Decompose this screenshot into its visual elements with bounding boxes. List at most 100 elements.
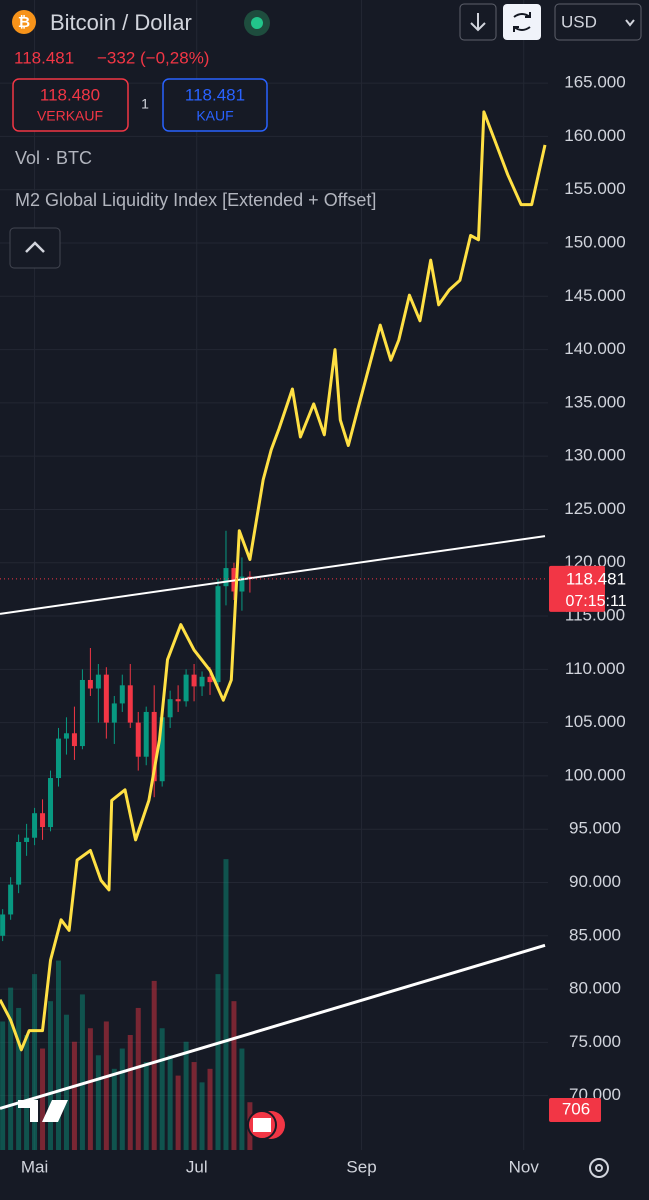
candle-body xyxy=(223,568,229,587)
volume-bar xyxy=(8,987,14,1150)
y-tick-label: 100.000 xyxy=(564,765,625,784)
y-tick-label: 135.000 xyxy=(564,392,625,411)
volume-bar xyxy=(32,974,38,1150)
volume-value: 706 xyxy=(562,1099,590,1118)
candle-body xyxy=(175,699,181,702)
volume-bar xyxy=(167,1055,173,1150)
select-caret xyxy=(625,19,635,27)
status-dot xyxy=(251,17,263,29)
candle-body xyxy=(103,674,109,723)
compare-icon xyxy=(513,12,531,32)
y-tick-label: 105.000 xyxy=(564,712,625,731)
candle-body xyxy=(48,778,54,828)
y-tick-label: 75.000 xyxy=(569,1032,621,1051)
volume-bar xyxy=(48,1001,54,1150)
candle-body xyxy=(151,711,157,782)
volume-bar xyxy=(87,1028,93,1150)
volume-bar xyxy=(24,1035,30,1150)
candle-body xyxy=(95,674,101,689)
candle-body xyxy=(24,837,30,842)
y-tick-label: 80.000 xyxy=(569,979,621,998)
candle-body xyxy=(135,722,141,757)
volume-bar xyxy=(103,1021,109,1150)
y-tick-label: 155.000 xyxy=(564,179,625,198)
y-tick-label: 145.000 xyxy=(564,286,625,305)
y-tick-label: 165.000 xyxy=(564,73,625,92)
candle-body xyxy=(143,711,149,757)
x-tick-label: Nov xyxy=(509,1157,540,1176)
candle-body xyxy=(239,576,245,592)
volume-bar xyxy=(183,1041,189,1150)
ui: ₿ Bitcoin / Dollar USD 118.481 −332 (−0,… xyxy=(9,3,642,1178)
candle-body xyxy=(127,685,133,723)
volume-bar xyxy=(63,1014,69,1150)
download-icon xyxy=(470,13,486,32)
currency: USD xyxy=(561,12,597,31)
candle-body xyxy=(199,676,205,687)
candle-body xyxy=(63,733,69,739)
volume-bar xyxy=(0,1021,6,1150)
volume-bar xyxy=(55,960,61,1150)
candle-body xyxy=(191,674,197,687)
settings-icon-center xyxy=(595,1164,603,1172)
volume-bar xyxy=(127,1035,133,1150)
coin-icon xyxy=(12,10,36,34)
settings-icon[interactable] xyxy=(589,1158,609,1178)
volume-bar xyxy=(71,1041,77,1150)
volume-bar xyxy=(159,1028,165,1150)
volume-bar xyxy=(191,1062,197,1150)
price-change: −332 (−0,28%) xyxy=(97,48,209,67)
volume-bar xyxy=(239,1048,245,1150)
candle-body xyxy=(215,586,221,683)
candle-body xyxy=(0,914,6,936)
y-tick-label: 140.000 xyxy=(564,339,625,358)
volume-bar xyxy=(135,1007,141,1150)
volume-bar xyxy=(143,1062,149,1150)
last-price-box xyxy=(549,565,605,612)
volume-bar xyxy=(199,1082,205,1150)
candle-body xyxy=(79,679,85,747)
buy-price: 118.481 xyxy=(185,85,245,104)
buy-label: KAUF xyxy=(196,108,233,124)
candle-body xyxy=(55,738,61,779)
quantity: 1 xyxy=(141,96,149,112)
candle-body xyxy=(32,813,38,838)
candle-body xyxy=(87,679,93,689)
m2-line xyxy=(0,110,547,1052)
volume-bar xyxy=(223,859,229,1150)
volume-value-box xyxy=(549,1098,601,1122)
candle-body xyxy=(40,813,46,828)
y-tick-label: 125.000 xyxy=(564,499,625,518)
candle-body xyxy=(183,674,189,702)
volume-bar xyxy=(207,1068,213,1150)
sell-button[interactable] xyxy=(12,78,129,132)
volume-bar xyxy=(231,1001,237,1150)
volume-bar xyxy=(111,1068,117,1150)
volume-indicator: Vol · BTC xyxy=(15,148,92,168)
collapse-button[interactable] xyxy=(9,227,61,269)
trendline xyxy=(0,535,546,615)
x-tick-label: Sep xyxy=(346,1157,376,1176)
symbol: Bitcoin / Dollar xyxy=(50,10,192,35)
candle-body xyxy=(119,685,125,704)
volume-bar xyxy=(175,1075,181,1150)
candle-body xyxy=(111,703,117,723)
y-tick-label: 90.000 xyxy=(569,872,621,891)
last-price: 118.481 xyxy=(14,48,74,67)
y-tick-label: 150.000 xyxy=(564,232,625,251)
y-tick-label: 130.000 xyxy=(564,446,625,465)
currency-select[interactable] xyxy=(554,3,642,41)
plot: 165.000 160.000 155.000 150.000 145.000 140.0… xyxy=(0,0,627,1176)
volume-bar xyxy=(119,1048,125,1150)
compare-button[interactable] xyxy=(503,4,541,40)
y-tick-label: 85.000 xyxy=(569,925,621,944)
buy-button[interactable] xyxy=(162,78,268,132)
volume-bar xyxy=(79,994,85,1150)
volume-bar xyxy=(151,980,157,1150)
candle-body xyxy=(207,676,213,683)
candle-body xyxy=(167,699,173,718)
flag-icon xyxy=(253,1118,271,1132)
trendline xyxy=(0,943,546,1110)
x-tick-label: Mai xyxy=(21,1157,48,1176)
